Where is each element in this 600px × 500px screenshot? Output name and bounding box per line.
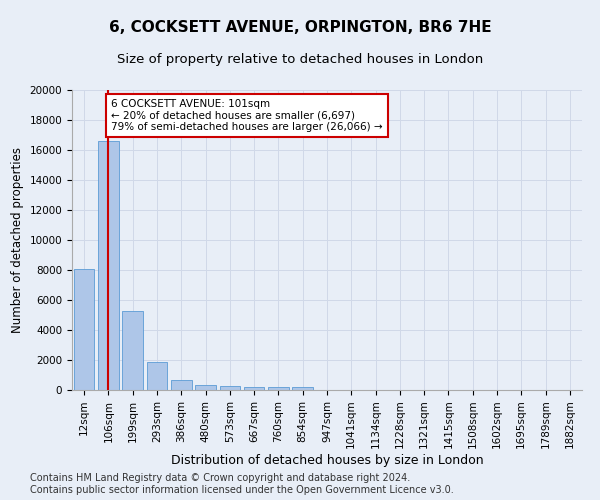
Text: Size of property relative to detached houses in London: Size of property relative to detached ho…	[117, 52, 483, 66]
Bar	[98, 141, 119, 390]
X-axis label: Distribution of detached houses by size in London: Distribution of detached houses by size …	[170, 454, 484, 467]
Bar	[195, 385, 216, 390]
Text: Contains HM Land Registry data © Crown copyright and database right 2024.
Contai: Contains HM Land Registry data © Crown c…	[30, 474, 454, 495]
Bar	[74, 268, 94, 390]
Bar	[268, 388, 289, 390]
Text: 6 COCKSETT AVENUE: 101sqm
← 20% of detached houses are smaller (6,697)
79% of se: 6 COCKSETT AVENUE: 101sqm ← 20% of detac…	[111, 99, 382, 132]
Bar	[146, 362, 167, 390]
Y-axis label: Number of detached properties: Number of detached properties	[11, 147, 24, 333]
Bar	[220, 386, 240, 390]
Bar	[244, 386, 265, 390]
Bar	[292, 388, 313, 390]
Bar	[171, 380, 191, 390]
Text: 6, COCKSETT AVENUE, ORPINGTON, BR6 7HE: 6, COCKSETT AVENUE, ORPINGTON, BR6 7HE	[109, 20, 491, 35]
Bar	[122, 310, 143, 390]
